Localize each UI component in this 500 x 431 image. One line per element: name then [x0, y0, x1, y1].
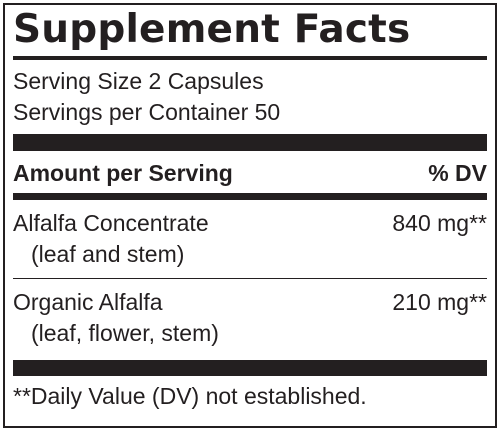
panel-title: Supplement Facts [13, 7, 411, 52]
daily-value-header: % DV [428, 159, 487, 186]
ingredient-row: Alfalfa Concentrate (leaf and stem) 840 … [13, 200, 487, 278]
title-rule [13, 56, 487, 60]
amount-per-serving-header: Amount per Serving [13, 159, 233, 186]
ingredient-name-block: Alfalfa Concentrate (leaf and stem) [13, 208, 209, 270]
ingredient-detail: (leaf and stem) [31, 241, 185, 267]
thick-divider [13, 134, 487, 151]
header-divider [13, 193, 487, 200]
servings-per-container: Servings per Container 50 [13, 99, 281, 125]
serving-size: Serving Size 2 Capsules [13, 68, 264, 94]
row-divider [13, 278, 487, 279]
ingredient-amount: 840 mg** [392, 210, 487, 236]
supplement-facts-panel: Supplement Facts Serving Size 2 Capsules… [3, 3, 497, 428]
footnote: **Daily Value (DV) not established. [13, 383, 367, 409]
ingredient-name-block: Organic Alfalfa (leaf, flower, stem) [13, 287, 219, 349]
ingredient-row: Organic Alfalfa (leaf, flower, stem) 210… [13, 279, 487, 357]
serving-info: Serving Size 2 Capsules Servings per Con… [13, 60, 487, 134]
bottom-divider [13, 360, 487, 376]
ingredient-name: Organic Alfalfa [13, 289, 163, 315]
table-header: Amount per Serving % DV [13, 151, 487, 193]
ingredient-amount: 210 mg** [392, 289, 487, 315]
ingredient-name: Alfalfa Concentrate [13, 210, 209, 236]
ingredient-detail: (leaf, flower, stem) [31, 320, 219, 346]
